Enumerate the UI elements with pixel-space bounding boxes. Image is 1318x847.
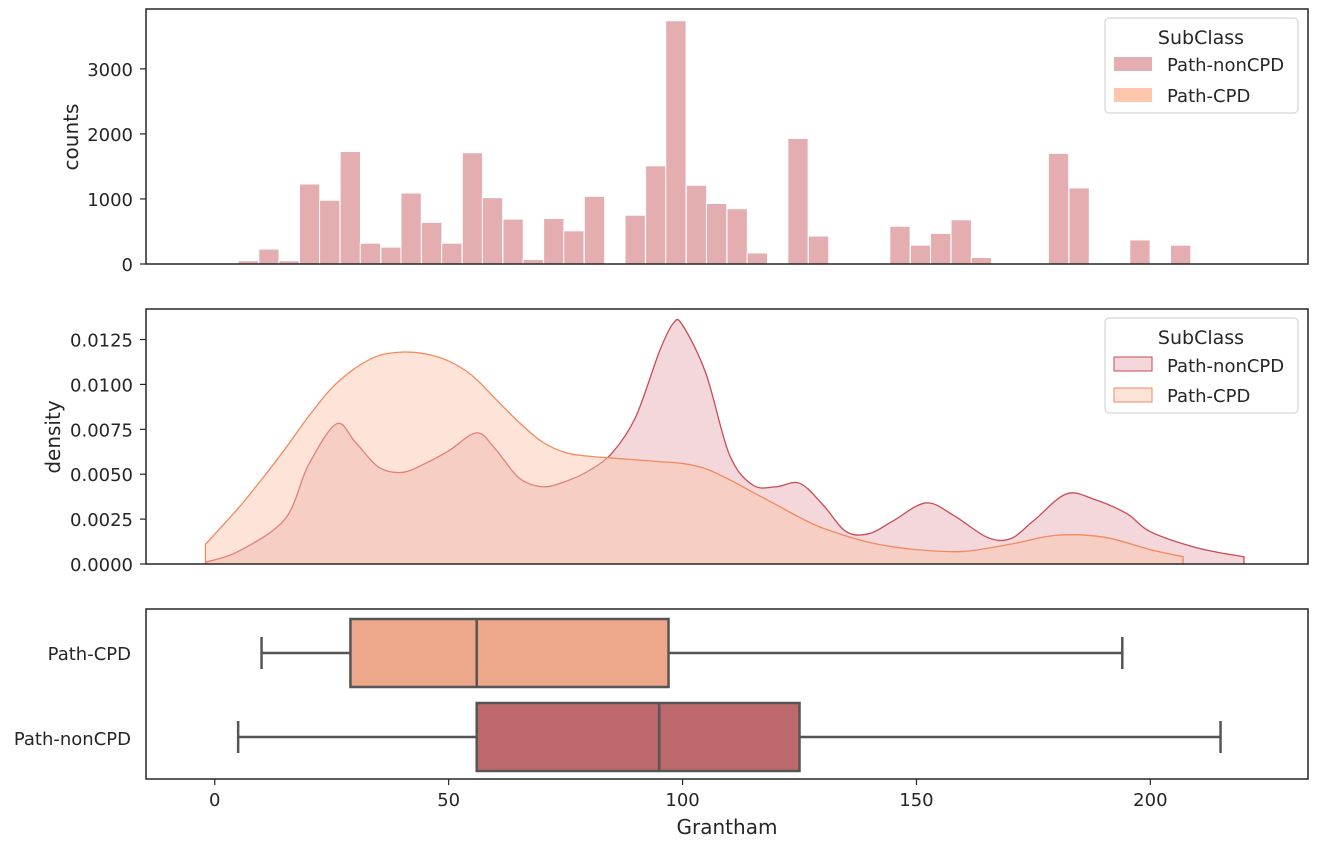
histogram-bar: [380, 246, 402, 265]
histogram-bar: [400, 192, 422, 265]
boxplot-x-tick-label: 150: [899, 790, 933, 811]
histogram-bar: [645, 165, 667, 265]
histogram-bar: [441, 242, 463, 265]
histogram-bar: [481, 197, 504, 265]
density-legend-swatch-cpd: [1113, 387, 1153, 403]
histogram-legend: SubClass Path-nonCPD Path-CPD: [1104, 17, 1299, 114]
histogram-bar: [787, 137, 809, 265]
histogram-bar: [685, 184, 708, 265]
histogram-bar: [359, 242, 382, 265]
histogram-y-label: counts: [59, 104, 83, 171]
histogram-bar: [298, 183, 321, 265]
histogram-legend-swatch-cpd: [1114, 88, 1152, 102]
histogram-bar: [258, 248, 280, 265]
histogram-bars: [237, 20, 1192, 265]
boxplot-box-noncpd: [475, 701, 801, 773]
histogram-bar: [1169, 244, 1192, 265]
boxplot-x-tick-label: 100: [665, 790, 699, 811]
boxplot-marks: [236, 617, 1222, 773]
histogram-y-tick-label: 0: [122, 255, 133, 276]
boxplot-x-tick-label: 200: [1133, 790, 1167, 811]
density-y-tick-label: 0.0125: [70, 331, 133, 352]
boxplot-x-tick-label: 0: [209, 790, 220, 811]
boxplot-box-cpd: [349, 617, 670, 689]
histogram-bar: [970, 256, 993, 265]
histogram-bar: [889, 225, 911, 265]
histogram-bar: [1047, 152, 1070, 265]
histogram-bar: [543, 217, 565, 265]
histogram-bar: [624, 214, 646, 265]
histogram-bar: [1129, 239, 1151, 265]
histogram-bar: [563, 230, 585, 265]
histogram-bar: [339, 150, 361, 265]
histogram-bar: [502, 218, 524, 265]
density-y-tick-label: 0.0000: [70, 555, 133, 576]
histogram-bar: [705, 203, 728, 265]
histogram-bar: [807, 235, 830, 265]
histogram-bar: [319, 199, 341, 265]
density-frame: [145, 308, 1309, 565]
density-legend-box: [1104, 317, 1299, 414]
histogram-legend-swatch-noncpd: [1114, 57, 1152, 71]
histogram-legend-box: [1104, 17, 1299, 114]
histogram-legend-label-cpd: Path-CPD: [1167, 86, 1250, 107]
histogram-y-ticks: 0 1000 2000 3000: [87, 60, 146, 276]
histogram-bar: [421, 221, 443, 265]
histogram-frame: [145, 8, 1309, 265]
density-y-label: density: [41, 400, 65, 473]
boxplot-category-label-noncpd: Path-nonCPD: [14, 729, 131, 750]
density-areas: [204, 318, 1245, 564]
histogram-bar: [1068, 187, 1090, 265]
histogram-bar: [665, 20, 687, 265]
histogram-bar: [909, 244, 932, 265]
density-y-tick-label: 0.0075: [70, 420, 133, 441]
density-legend-label-noncpd: Path-nonCPD: [1167, 356, 1284, 377]
histogram-panel: 0 1000 2000 3000 counts SubClass Path-nonCP…: [59, 8, 1309, 276]
histogram-y-tick-label: 3000: [87, 60, 133, 81]
density-legend-label-cpd: Path-CPD: [1167, 386, 1250, 407]
histogram-bar: [746, 252, 768, 265]
density-legend: SubClass Path-nonCPD Path-CPD: [1104, 317, 1299, 414]
density-legend-title: SubClass: [1158, 327, 1244, 349]
density-area-cpd: [205, 352, 1184, 564]
density-y-tick-label: 0.0050: [70, 465, 133, 486]
boxplot-x-label: Grantham: [677, 815, 778, 839]
histogram-bar: [929, 232, 952, 265]
density-y-tick-label: 0.0100: [70, 375, 133, 396]
density-y-ticks: 0.0000 0.0025 0.0050 0.0075 0.0100 0.0125: [70, 331, 146, 576]
density-y-tick-label: 0.0025: [70, 510, 133, 531]
histogram-legend-label-noncpd: Path-nonCPD: [1167, 55, 1284, 76]
histogram-bar: [726, 208, 748, 265]
histogram-bar: [461, 152, 484, 265]
boxplot-category-label-cpd: Path-CPD: [48, 644, 131, 665]
boxplot-frame: [145, 608, 1309, 780]
density-panel: 0.0000 0.0025 0.0050 0.0075 0.0100 0.0125 den…: [41, 308, 1309, 576]
boxplot-x-tick-label: 50: [437, 790, 460, 811]
histogram-bar: [583, 195, 606, 265]
histogram-legend-title: SubClass: [1158, 27, 1244, 49]
histogram-y-tick-label: 2000: [87, 125, 133, 146]
boxplot-x-ticks: 0 50 100 150 200: [209, 779, 1168, 811]
boxplot-panel: Path-CPD Path-nonCPD 0 50 100 150 200 Granth…: [14, 608, 1309, 839]
density-line-cpd: [204, 351, 1184, 564]
histogram-y-tick-label: 1000: [87, 190, 133, 211]
histogram-bar: [950, 219, 972, 265]
density-legend-swatch-noncpd: [1113, 356, 1153, 372]
